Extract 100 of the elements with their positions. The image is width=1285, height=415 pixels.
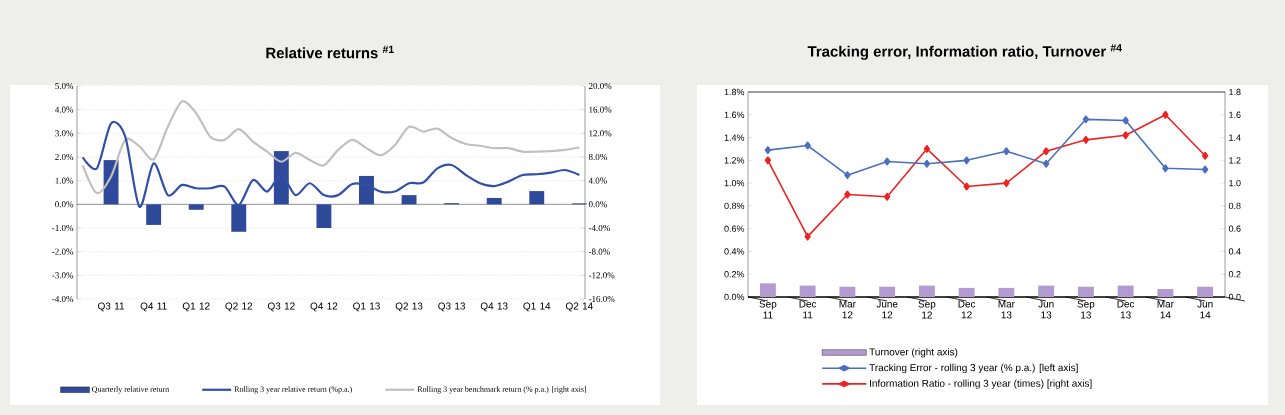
y2-tick-label: -16.0% <box>588 295 615 303</box>
y-tick-label: 1.0% <box>55 177 74 184</box>
y-tick-label: 0.8% <box>724 202 745 210</box>
x-tick-label: Jun 13 <box>1038 300 1054 319</box>
point <box>1003 147 1010 156</box>
x-tick-label: Q2 14 <box>565 302 593 312</box>
legend-label: Tracking Error - rolling 3 year (% p.a.) [left axis] <box>869 363 1078 374</box>
bar <box>231 204 247 232</box>
x-tick-label: Dec 11 <box>799 300 817 319</box>
point <box>883 192 891 201</box>
y-tick-label: 1.2% <box>724 157 745 164</box>
point <box>844 190 851 199</box>
bar <box>529 191 545 205</box>
x-tick-label: Q4 12 <box>310 302 338 312</box>
y-tick-label: 0.6% <box>724 225 745 232</box>
chart-title: Tracking error, Information ratio, Turnover $^{#4}$ <box>807 44 1122 60</box>
point <box>764 156 772 165</box>
legend-label: Turnover (right axis) <box>869 348 958 358</box>
point <box>764 146 772 155</box>
x-tick-label: Q3 12 <box>267 302 295 312</box>
point <box>963 156 970 165</box>
bar <box>188 204 204 210</box>
y2-tick-label: 1.2 <box>1229 157 1241 164</box>
y-tick-label: -3.0% <box>52 272 74 279</box>
y-tick-label: -1.0% <box>52 224 74 232</box>
x-tick-label: Sep 13 <box>1077 300 1095 319</box>
x-tick-label: Mar 13 <box>998 300 1015 319</box>
y2-tick-label: 1.6 <box>1229 111 1241 118</box>
point <box>1201 165 1209 174</box>
y-tick-label: 0.0% <box>724 293 745 301</box>
bar <box>401 195 417 205</box>
point <box>1003 179 1010 188</box>
point <box>804 141 811 150</box>
point <box>883 157 891 166</box>
y2-tick-label: 0.0% <box>588 201 607 208</box>
x-tick-label: Q4 11 <box>140 302 167 312</box>
y2-tick-label: 12.0% <box>589 130 612 137</box>
y2-tick-label: -4.0% <box>588 224 610 232</box>
point <box>963 182 970 191</box>
y2-tick-label: 1.8 <box>1229 88 1241 96</box>
x-tick-label: Dec 12 <box>958 300 976 319</box>
x-tick-label: Dec 13 <box>1117 300 1135 319</box>
x-tick-label: Q3 13 <box>438 302 466 312</box>
y-tick-label: 0.4% <box>724 248 745 255</box>
x-tick-label: Sep 11 <box>759 300 777 319</box>
y-tick-label: 1.0% <box>724 179 745 187</box>
y2-tick-label: 1.0 <box>1229 179 1241 187</box>
point <box>1082 115 1090 124</box>
x-tick-label: Q2 12 <box>225 302 253 312</box>
point <box>1162 164 1169 173</box>
y-tick-label: -4.0% <box>52 295 74 303</box>
y-tick-label: 4.0% <box>54 106 74 113</box>
x-tick-label: Mar 14 <box>1157 300 1174 319</box>
x-tick-label: Q1 12 <box>182 302 210 312</box>
bar <box>316 204 332 228</box>
y-tick-label: 1.6% <box>724 111 745 118</box>
y-tick-label: 0.2% <box>724 271 745 278</box>
y2-tick-label: -12.0% <box>588 272 615 279</box>
y-tick-label: 1.4% <box>724 134 745 141</box>
y2-tick-label: 16.0% <box>589 106 612 113</box>
y2-tick-label: 4.0% <box>588 177 607 184</box>
point <box>1042 147 1050 156</box>
y-tick-label: 5.0% <box>55 82 74 90</box>
x-tick-label: Q3 11 <box>98 302 125 312</box>
chart-title: Relative returns $^{#1}$ <box>266 45 394 59</box>
x-tick-label: Q2 13 <box>395 302 423 312</box>
point <box>1122 116 1129 125</box>
legend-label: Information Ratio - rolling 3 year (times) [right axis] <box>870 379 1092 389</box>
y2-tick-label: -8.0% <box>588 248 610 255</box>
y2-tick-label: 0.8 <box>1228 202 1241 210</box>
bar <box>486 197 502 205</box>
y-tick-label: -2.0% <box>52 248 74 255</box>
y-tick-label: 2.0% <box>55 153 74 161</box>
y2-tick-label: 0.4 <box>1228 248 1241 255</box>
x-tick-label: June 12 <box>876 300 898 319</box>
point <box>923 159 931 168</box>
point <box>923 144 931 153</box>
x-tick-label: Mar 12 <box>839 300 856 319</box>
x-tick-label: Sep 12 <box>918 300 936 319</box>
bar <box>359 175 374 205</box>
x-tick-label: Q1 14 <box>523 302 551 312</box>
y2-tick-label: 0.6 <box>1228 225 1241 232</box>
point <box>1082 135 1090 144</box>
point <box>844 171 851 180</box>
x-tick-label: Q1 13 <box>353 302 380 312</box>
y-tick-label: 0.0% <box>55 201 74 208</box>
line-series <box>81 100 581 195</box>
y2-tick-label: 0.0 <box>1228 293 1241 301</box>
point <box>1122 131 1129 140</box>
y2-tick-label: 20.0% <box>588 82 612 90</box>
point <box>804 232 811 241</box>
point <box>1042 159 1050 168</box>
y2-tick-label: 1.4 <box>1229 134 1241 141</box>
x-tick-label: Q4 13 <box>480 302 508 312</box>
y2-tick-label: 0.2 <box>1228 271 1241 278</box>
bar <box>146 204 162 225</box>
x-tick-label: Jun 14 <box>1197 300 1213 319</box>
y-tick-label: 3.0% <box>55 130 74 137</box>
y2-tick-label: 8.0% <box>588 153 607 161</box>
point <box>1201 151 1209 160</box>
